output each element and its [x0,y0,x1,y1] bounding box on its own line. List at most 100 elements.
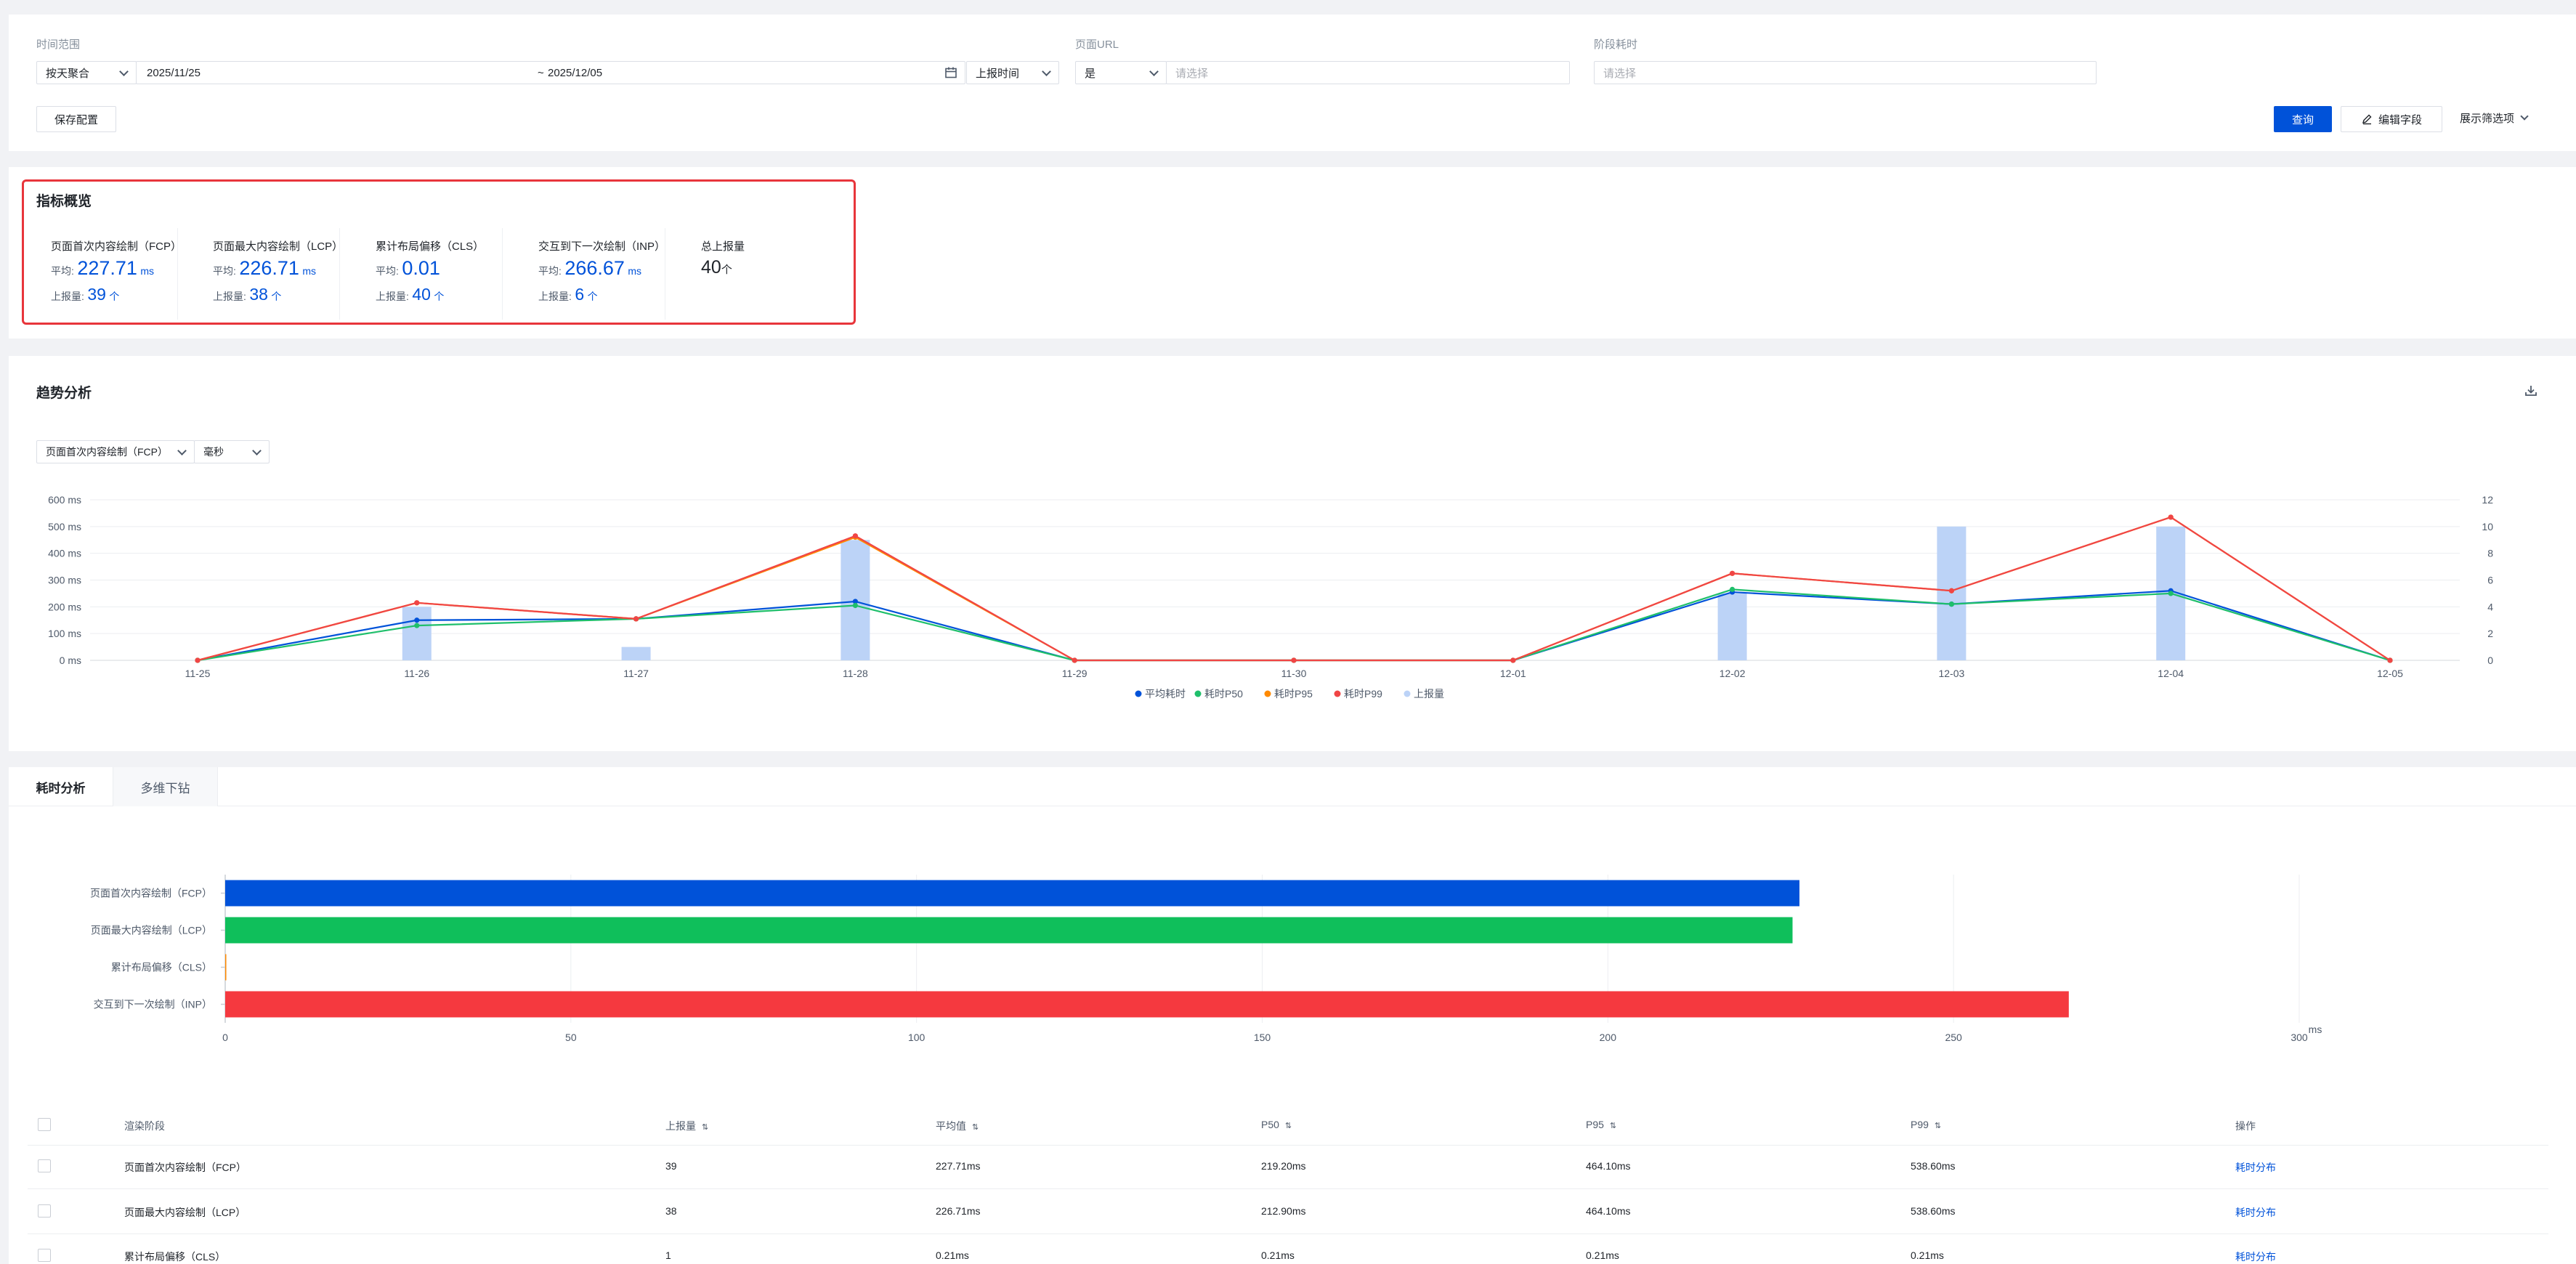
metric-count: 39 [87,285,106,304]
overview-title: 指标概览 [36,194,92,209]
metric-avg: 226.71 [239,257,299,279]
chevron-down-icon [119,67,129,76]
analysis-panel [9,767,2576,1264]
metric-card-lcp: 页面最大内容绘制（LCP） 平均: 226.71 ms 上报量: 38 个 [184,228,344,320]
row-checkbox[interactable] [38,1159,51,1172]
save-config-button[interactable]: 保存配置 [36,106,116,132]
trend-unit-select[interactable]: 毫秒 [194,440,270,463]
page-url-operator-value: 是 [1085,67,1096,80]
edit-fields-button[interactable]: 编辑字段 [2341,106,2442,132]
stage-label: 阶段耗时 [1594,39,1638,51]
col-stage: 渲染阶段 [124,1120,165,1132]
tab-bar [9,767,2576,806]
col-p95[interactable]: P95 ⇅ [1586,1119,1616,1130]
count-unit: 个 [271,291,282,302]
filter-panel: 时间范围 按天聚合 2025/11/25 ~ 2025/12/05 上报时间 页… [9,15,2576,151]
time-range-label: 时间范围 [36,39,81,51]
metric-unit: ms [140,265,155,277]
page-url-label: 页面URL [1075,39,1119,51]
time-field-select[interactable]: 上报时间 [966,61,1059,84]
cell-avg: 0.21ms [936,1249,969,1261]
count-label: 上报量: [538,291,572,302]
col-avg-label: 平均值 [936,1120,966,1132]
metric-name: 页面首次内容绘制（FCP） [51,240,182,253]
tab-duration-label: 耗时分析 [36,781,86,795]
show-filters-toggle[interactable]: 展示筛选项 [2460,110,2529,126]
sort-icon: ⇅ [972,1123,979,1132]
total-label: 总上报量 [701,240,745,253]
overview-panel [9,167,2576,339]
avg-label: 平均: [213,265,236,277]
trend-panel [9,356,2576,751]
cell-stage: 累计布局偏移（CLS） [124,1251,226,1263]
aggregate-select[interactable]: 按天聚合 [36,61,137,84]
chevron-down-icon [177,446,187,455]
col-p99[interactable]: P99 ⇅ [1911,1119,1941,1130]
chevron-down-icon [252,446,262,455]
count-label: 上报量: [51,291,84,302]
avg-label: 平均: [51,265,74,277]
cell-p99: 0.21ms [1911,1249,1944,1261]
duration-distribution-link[interactable]: 耗时分布 [2235,1162,2276,1173]
cell-stage: 页面首次内容绘制（FCP） [124,1162,246,1173]
col-p50-label: P50 [1261,1119,1279,1130]
cell-p50: 0.21ms [1261,1249,1295,1261]
table-divider [28,1145,2548,1146]
metric-avg: 0.01 [402,257,440,279]
sort-icon: ⇅ [1934,1122,1942,1130]
chevron-down-icon [1149,67,1159,76]
trend-metric-value: 页面首次内容绘制（FCP） [46,446,168,458]
col-action: 操作 [2235,1120,2256,1132]
tab-duration[interactable]: 耗时分析 [9,767,113,806]
metric-name: 页面最大内容绘制（LCP） [213,240,344,253]
total-unit: 个 [721,264,732,276]
trend-metric-select[interactable]: 页面首次内容绘制（FCP） [36,440,195,463]
metric-unit: ms [302,265,317,277]
metric-name: 累计布局偏移（CLS） [376,240,485,253]
cell-p95: 464.10ms [1586,1205,1631,1217]
col-p50[interactable]: P50 ⇅ [1261,1119,1292,1130]
total-value: 40 [701,257,721,277]
metric-count: 40 [412,285,431,304]
count-unit: 个 [587,291,598,302]
trend-title: 趋势分析 [36,386,92,401]
edit-fields-label: 编辑字段 [2378,113,2422,126]
chevron-down-icon [2520,112,2529,121]
duration-distribution-link[interactable]: 耗时分布 [2235,1207,2276,1218]
col-count[interactable]: 上报量 ⇅ [665,1119,708,1133]
metric-avg: 227.71 [77,257,137,279]
row-checkbox[interactable] [38,1249,51,1262]
time-field-value: 上报时间 [976,67,1020,80]
cell-p99: 538.60ms [1911,1160,1956,1172]
page-url-input[interactable]: 请选择 [1166,61,1570,84]
col-p95-label: P95 [1586,1119,1604,1130]
avg-label: 平均: [538,265,562,277]
col-avg[interactable]: 平均值 ⇅ [936,1119,979,1133]
metric-count: 6 [575,285,585,304]
date-end: 2025/12/05 [548,66,603,79]
cell-count: 39 [665,1160,677,1172]
select-all-checkbox[interactable] [38,1118,51,1131]
query-button[interactable]: 查询 [2274,106,2332,132]
show-filters-label: 展示筛选项 [2460,113,2515,125]
aggregate-value: 按天聚合 [46,67,90,80]
cell-p50: 219.20ms [1261,1160,1306,1172]
stage-placeholder: 请选择 [1603,67,1637,80]
duration-distribution-link[interactable]: 耗时分布 [2235,1251,2276,1263]
row-checkbox[interactable] [38,1204,51,1218]
edit-icon [2362,114,2372,125]
page-url-operator-select[interactable]: 是 [1075,61,1167,84]
tab-drilldown[interactable]: 多维下钻 [113,767,218,806]
download-icon[interactable] [2524,384,2538,398]
metric-card-inp: 交互到下一次绘制（INP） 平均: 266.67 ms 上报量: 6 个 [509,228,665,320]
cell-count: 38 [665,1205,677,1217]
metric-unit: ms [628,265,642,277]
cell-p99: 538.60ms [1911,1205,1956,1217]
metric-avg: 266.67 [564,257,625,279]
date-range-picker[interactable]: 2025/11/25 ~ 2025/12/05 [136,61,965,84]
sort-icon: ⇅ [702,1123,709,1132]
cell-count: 1 [665,1249,671,1261]
stage-input[interactable]: 请选择 [1594,61,2097,84]
tab-drilldown-label: 多维下钻 [140,781,190,795]
sort-icon: ⇅ [1609,1122,1617,1130]
